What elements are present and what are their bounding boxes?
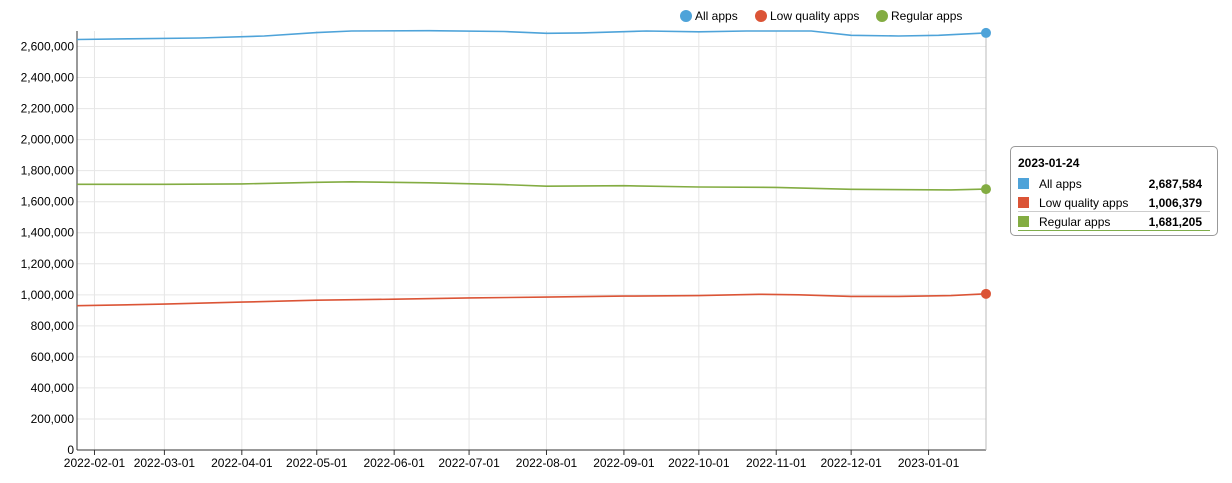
y-tick-label: 1,800,000: [21, 164, 75, 178]
legend-label-regular-apps: Regular apps: [891, 9, 962, 23]
hover-tooltip: 2023-01-24 All apps 2,687,584 Low qualit…: [1010, 146, 1218, 236]
x-tick-label: 2022-10-01: [668, 456, 730, 470]
y-axis-ticks: 0 200,000 400,000 600,000 800,000 1,000,000 1,…: [21, 40, 75, 457]
series-line-all-apps: [76, 29, 987, 41]
legend-marker-all-apps: [680, 10, 692, 22]
y-tick-label: 1,000,000: [21, 288, 75, 302]
x-axis-ticks: 2022-02-01 2022-03-01 2022-04-01 2022-05-01…: [64, 450, 960, 470]
tooltip-swatch-low-quality-apps: [1018, 197, 1029, 208]
y-tick-label: 2,600,000: [21, 40, 75, 54]
x-tick-label: 2022-07-01: [438, 456, 500, 470]
y-tick-label: 2,000,000: [21, 133, 75, 147]
y-tick-label: 2,400,000: [21, 71, 75, 85]
y-tick-label: 1,200,000: [21, 257, 75, 271]
x-tick-label: 2023-01-01: [898, 456, 960, 470]
y-tick-label: 2,200,000: [21, 102, 75, 116]
tooltip-swatch-all-apps: [1018, 178, 1029, 189]
tooltip-value: 1,006,379: [1148, 195, 1202, 210]
y-tick-label: 600,000: [31, 350, 75, 364]
tooltip-row-low-quality-apps: Low quality apps 1,006,379: [1018, 193, 1210, 212]
series-end-marker-all-apps: [981, 27, 991, 38]
y-tick-label: 200,000: [31, 412, 75, 426]
tooltip-date: 2023-01-24: [1018, 156, 1080, 170]
series-line-low-quality-apps: [76, 293, 987, 307]
series-end-marker-regular-apps: [981, 184, 991, 195]
series-end-marker-low-quality-apps: [981, 288, 991, 299]
legend[interactable]: All apps Low quality apps Regular apps: [680, 9, 962, 23]
tooltip-value: 2,687,584: [1148, 176, 1202, 191]
y-tick-label: 800,000: [31, 319, 75, 333]
x-tick-label: 2022-11-01: [746, 456, 807, 470]
x-tick-label: 2022-04-01: [211, 456, 273, 470]
y-tick-label: 1,400,000: [21, 226, 75, 240]
tooltip-row-all-apps: All apps 2,687,584: [1018, 174, 1210, 193]
y-tick-label: 400,000: [31, 381, 75, 395]
x-tick-label: 2022-05-01: [286, 456, 348, 470]
x-tick-label: 2022-09-01: [593, 456, 655, 470]
x-tick-label: 2022-03-01: [134, 456, 196, 470]
x-tick-label: 2022-12-01: [820, 456, 882, 470]
tooltip-swatch-regular-apps: [1018, 216, 1029, 227]
x-tick-label: 2022-06-01: [363, 456, 425, 470]
tooltip-label: Regular apps: [1039, 214, 1111, 229]
legend-marker-low-quality-apps: [755, 10, 767, 22]
x-tick-label: 2022-02-01: [64, 456, 126, 470]
x-tick-label: 2022-08-01: [516, 456, 578, 470]
y-tick-label: 1,600,000: [21, 195, 75, 209]
legend-label-all-apps: All apps: [695, 9, 738, 23]
tooltip-label: Low quality apps: [1039, 195, 1129, 210]
series-lines: [76, 27, 991, 307]
y-tick-label: 0: [67, 443, 74, 457]
series-line-regular-apps: [77, 181, 987, 191]
axes: [76, 31, 987, 451]
tooltip-label: All apps: [1039, 176, 1082, 191]
legend-marker-regular-apps: [876, 10, 888, 22]
legend-label-low-quality-apps: Low quality apps: [770, 9, 859, 23]
tooltip-row-regular-apps: Regular apps 1,681,205: [1018, 212, 1210, 231]
gridlines: [77, 31, 986, 450]
tooltip-value: 1,681,205: [1148, 214, 1202, 229]
